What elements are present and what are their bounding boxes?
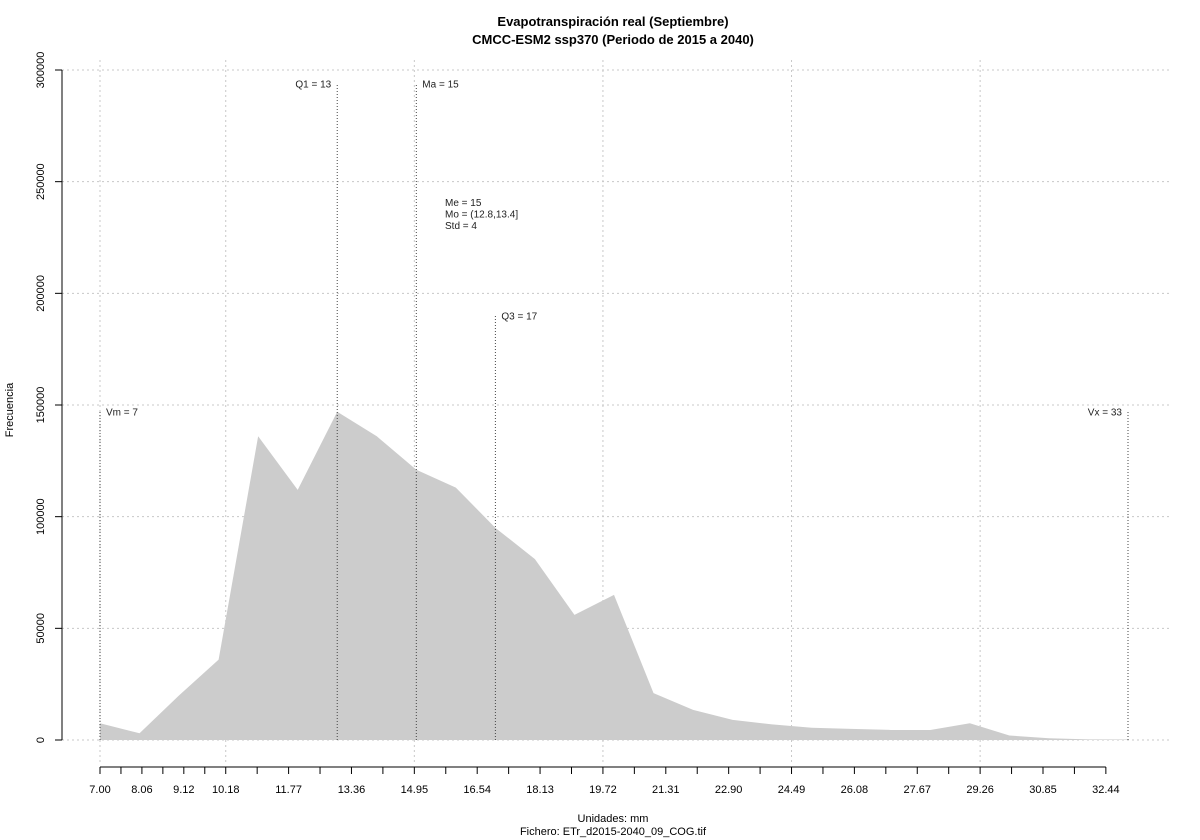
annotation-label: Q3 = 17 [501,312,537,323]
x-tick-label: 29.26 [966,784,994,796]
y-axis-label: Frecuencia [4,382,16,437]
x-tick-label: 22.90 [715,784,743,796]
y-tick-label: 0 [35,737,47,743]
x-tick-label: 10.18 [212,784,240,796]
area-series [100,411,1128,740]
stats-line: Mo = (12.8,13.4] [445,210,518,221]
chart-title: Evapotranspiración real (Septiembre) [497,14,728,29]
x-tick-label: 18.13 [526,784,554,796]
annotation-label: Q1 = 13 [295,79,331,90]
y-tick-label: 100000 [35,498,47,535]
x-tick-label: 27.67 [903,784,931,796]
x-tick-label: 8.06 [131,784,152,796]
x-tick-label: 19.72 [589,784,617,796]
y-tick-label: 250000 [35,163,47,200]
x-tick-label: 11.77 [275,784,302,796]
annotation-label: Vx = 33 [1088,408,1123,419]
y-tick-label: 150000 [35,387,47,424]
y-tick-label: 50000 [35,613,47,644]
x-axis-label: Unidades: mm [578,813,649,825]
annotation-label: Ma = 15 [422,79,459,90]
annotation-label: Vm = 7 [106,408,138,419]
x-tick-label: 26.08 [841,784,869,796]
stats-line: Std = 4 [445,221,477,232]
x-tick-label: 14.95 [401,784,429,796]
y-tick-label: 300000 [35,52,47,89]
x-tick-label: 7.00 [89,784,110,796]
y-axis: 0 50000 100000 150000 200000 250000 300000 [35,52,63,743]
x-tick-label: 30.85 [1029,784,1057,796]
x-tick-label: 21.31 [652,784,680,796]
x-tick-label: 9.12 [173,784,194,796]
annotation-lines: Vm = 7 Q1 = 13 Ma = 15 Q3 = 17 Vx = 33 [99,79,1129,740]
x-axis: 7.00 8.06 9.12 10.18 11.77 13.36 14.95 16.54 18.… [89,766,1120,796]
file-caption: Fichero: ETr_d2015-2040_09_COG.tif [520,826,707,838]
y-tick-label: 200000 [35,275,47,312]
stats-line: Me = 15 [445,198,482,209]
chart-subtitle: CMCC-ESM2 ssp370 (Periodo de 2015 a 2040… [472,32,754,47]
area-fill [100,411,1128,740]
x-tick-label: 13.36 [338,784,366,796]
x-tick-label: 16.54 [463,784,491,796]
x-tick-label: 24.49 [778,784,806,796]
x-tick-label: 32.44 [1092,784,1120,796]
